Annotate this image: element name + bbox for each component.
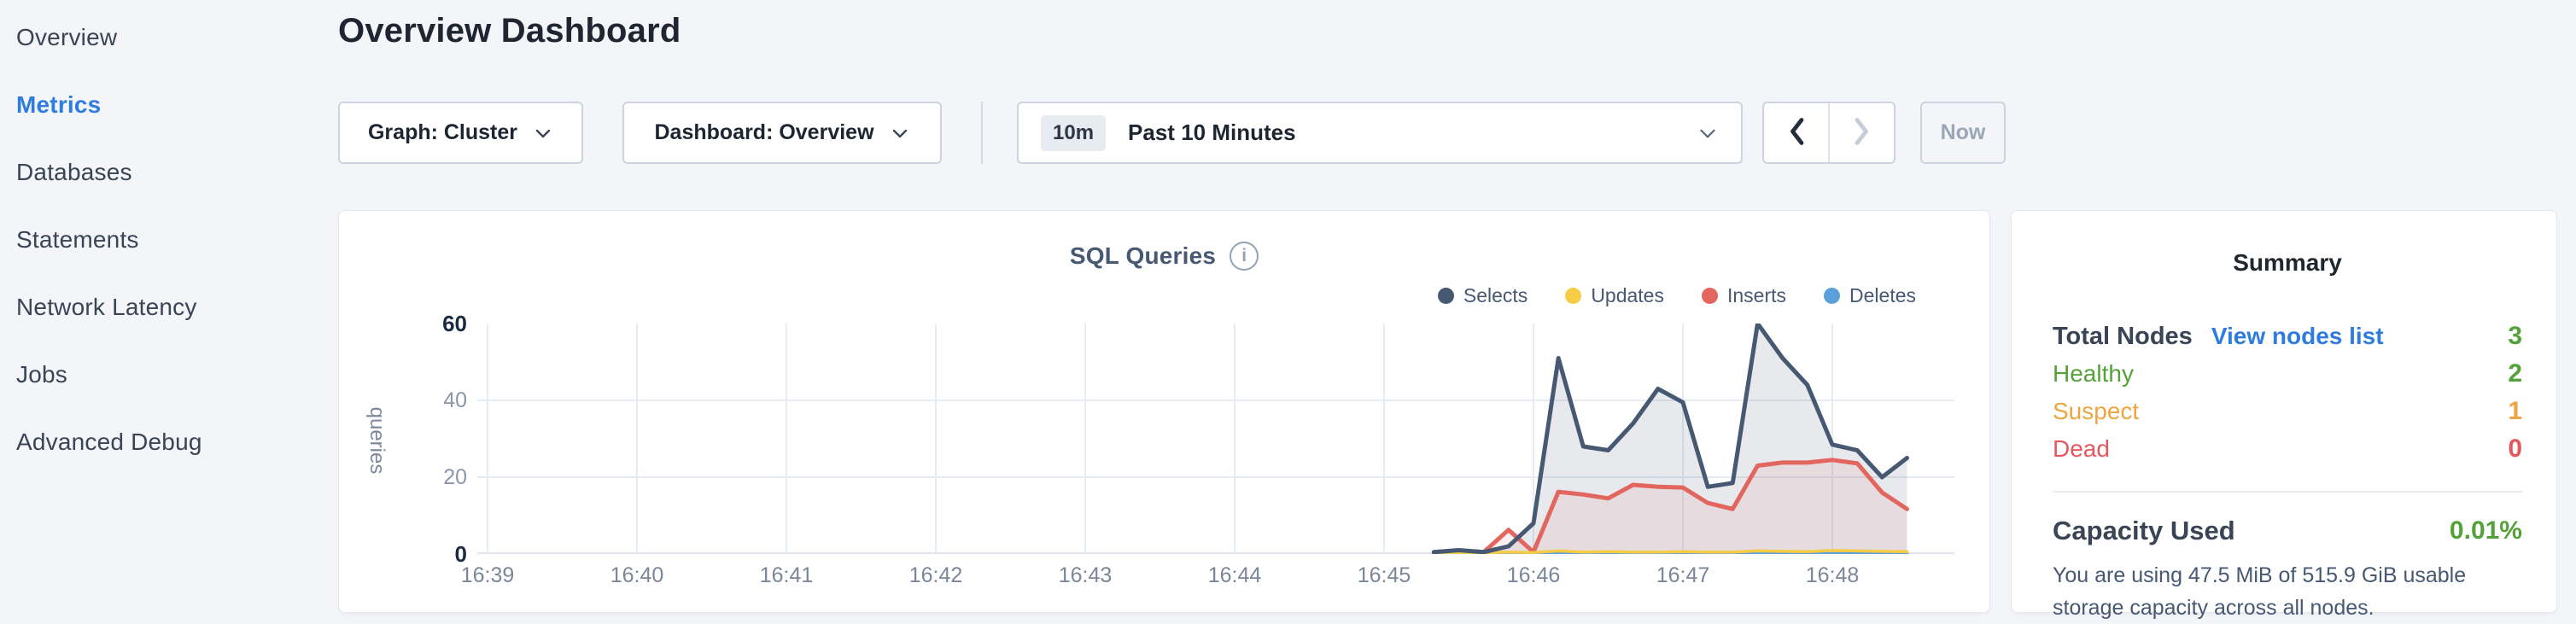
legend-item-updates[interactable]: Updates [1565,284,1664,307]
x-tick-16:45: 16:45 [1357,563,1411,587]
summary-title: Summary [2233,249,2342,276]
dead-value: 0 [2508,434,2522,463]
legend-dot-updates [1565,288,1582,304]
chart-title: SQL Queries [1069,242,1217,269]
sidebar-item-metrics[interactable]: Metrics [16,90,102,118]
suspect-label: Suspect [2053,398,2140,424]
x-tick-16:47: 16:47 [1656,563,1710,587]
legend-label-inserts: Inserts [1726,284,1787,306]
y-tick-60: 60 [442,311,467,336]
x-tick-16:43: 16:43 [1058,563,1113,587]
now-button[interactable]: Now [1920,102,2006,164]
graph-dropdown[interactable]: Graph: Cluster [338,102,583,164]
healthy-value: 2 [2508,359,2522,388]
legend-dot-selects [1437,288,1454,304]
toolbar-divider [981,102,983,164]
summary-divider [2053,491,2522,493]
total-nodes-row: Total Nodes View nodes list 3 [2053,318,2522,355]
chevron-left-icon [1785,116,1808,149]
time-step-buttons [1762,102,1895,164]
legend-label-deletes: Deletes [1849,284,1916,306]
legend-item-selects[interactable]: Selects [1437,284,1528,307]
sidebar-item-network-latency[interactable]: Network Latency [16,293,197,320]
summary-panel: Summary Total Nodes View nodes list 3 He… [2011,210,2557,620]
chart-legend: Selects Updates Inserts Deletes [1437,284,1916,307]
legend-label-selects: Selects [1463,284,1528,306]
page-title: Overview Dashboard [338,12,681,50]
x-tick-16:41: 16:41 [759,563,814,587]
sidebar-item-advanced-debug[interactable]: Advanced Debug [16,428,202,455]
x-tick-16:46: 16:46 [1506,563,1561,587]
legend-dot-deletes [1824,288,1841,304]
x-tick-16:42: 16:42 [908,563,963,587]
legend-item-inserts[interactable]: Inserts [1701,284,1787,307]
chevron-down-icon [533,123,553,143]
x-tick-16:39: 16:39 [460,563,515,587]
dashboard-dropdown[interactable]: Dashboard: Overview [622,102,942,164]
chevron-down-icon [890,123,910,143]
time-step-forward-button[interactable] [1830,103,1894,162]
sql-queries-chart-card: SQL Queries i Selects Updates Inserts Delet… [338,210,1990,613]
suspect-value: 1 [2508,397,2522,425]
time-range-selector[interactable]: 10m Past 10 Minutes [1017,102,1743,164]
legend-label-updates: Updates [1591,284,1664,306]
x-tick-16:40: 16:40 [610,563,664,587]
chart-title-row: SQL Queries i [339,242,1989,271]
sidebar: Overview Metrics Databases Statements Ne… [0,0,329,623]
time-range-badge: 10m [1041,114,1107,151]
summary-rows: Total Nodes View nodes list 3 Healthy 2 … [2053,318,2522,468]
toolbar: Graph: Cluster Dashboard: Overview 10m P… [338,102,2576,164]
total-nodes-value: 3 [2508,322,2522,350]
capacity-used-label: Capacity Used [2053,516,2235,545]
dead-label: Dead [2053,435,2110,462]
x-tick-16:48: 16:48 [1805,563,1860,587]
graph-dropdown-label: Graph: Cluster [367,120,518,144]
cards-row: SQL Queries i Selects Updates Inserts Delet… [338,210,2576,620]
time-step-back-button[interactable] [1764,103,1830,162]
chevron-right-icon [1850,116,1874,149]
suspect-nodes-row: Suspect 1 [2053,393,2522,430]
info-icon[interactable]: i [1230,242,1259,271]
time-range-label: Past 10 Minutes [1128,120,1296,145]
sidebar-item-statements[interactable]: Statements [16,225,139,253]
view-nodes-list-link[interactable]: View nodes list [2211,323,2384,349]
capacity-used-row: Capacity Used 0.01% [2053,511,2522,551]
legend-item-deletes[interactable]: Deletes [1824,284,1916,307]
y-tick-40: 40 [443,388,467,412]
sidebar-item-overview[interactable]: Overview [16,23,118,50]
dead-nodes-row: Dead 0 [2053,430,2522,468]
main-content: Overview Dashboard Graph: Cluster Dashbo… [329,0,2576,623]
capacity-used-value: 0.01% [2449,516,2522,545]
sidebar-item-databases[interactable]: Databases [16,158,132,185]
y-tick-0: 0 [454,541,467,567]
sidebar-item-jobs[interactable]: Jobs [16,360,67,388]
legend-dot-inserts [1701,288,1718,304]
chevron-down-icon [1697,122,1719,144]
healthy-label: Healthy [2053,360,2134,387]
total-nodes-label: Total Nodes [2053,322,2193,350]
y-tick-20: 20 [443,465,467,489]
sql-queries-plot[interactable] [477,324,1954,554]
dashboard-dropdown-label: Dashboard: Overview [654,120,874,144]
x-tick-16:44: 16:44 [1207,563,1262,587]
healthy-nodes-row: Healthy 2 [2053,355,2522,393]
capacity-description: You are using 47.5 MiB of 515.9 GiB usab… [2053,563,2467,620]
